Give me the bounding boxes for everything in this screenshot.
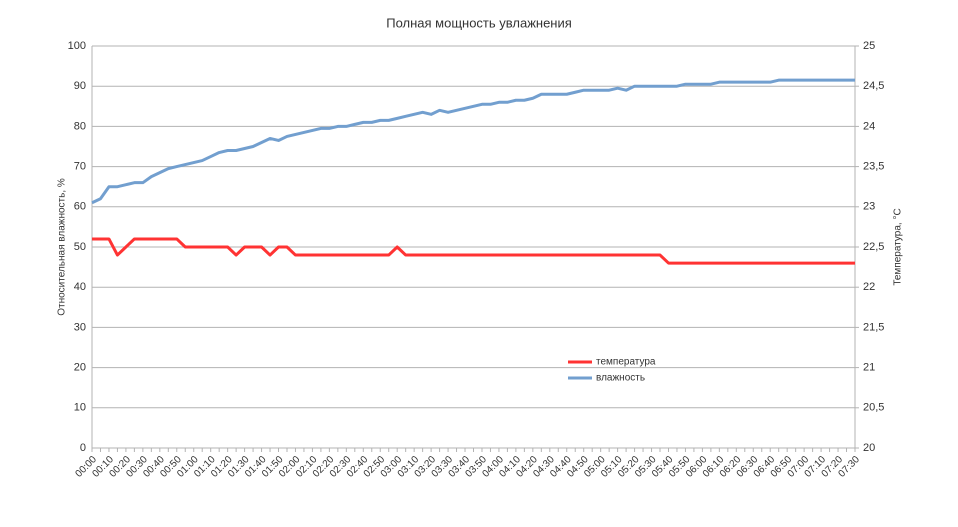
- y2-tick-label: 22,5: [863, 241, 884, 253]
- y2-tick-label: 25: [863, 40, 875, 52]
- y-tick-label: 10: [74, 402, 86, 414]
- y2-tick-label: 24,5: [863, 80, 884, 92]
- y-tick-label: 0: [80, 442, 86, 454]
- y-tick-label: 50: [74, 241, 86, 253]
- y-axis-label: Относительная влажность, %: [57, 178, 68, 316]
- y-tick-label: 100: [68, 40, 86, 52]
- y2-tick-label: 21: [863, 362, 875, 374]
- y2-tick-label: 20,5: [863, 402, 884, 414]
- y2-tick-label: 23,5: [863, 161, 884, 173]
- y-tick-label: 70: [74, 161, 86, 173]
- series-line: [91, 78, 855, 205]
- y2-tick-label: 21,5: [863, 321, 884, 333]
- y-tick-label: 80: [74, 120, 86, 132]
- y2-tick-label: 24: [863, 120, 875, 132]
- y2-tick-label: 23: [863, 201, 875, 213]
- legend-label: температура: [596, 357, 656, 368]
- y2-tick-label: 20: [863, 442, 875, 454]
- y-tick-label: 20: [74, 362, 86, 374]
- legend-label: влажность: [596, 373, 645, 384]
- y2-tick-label: 22: [863, 281, 875, 293]
- series-line: [92, 237, 855, 265]
- y-tick-label: 40: [74, 281, 86, 293]
- y-tick-label: 60: [74, 201, 86, 213]
- y2-axis-label: Температура, °С: [893, 208, 904, 285]
- chart-title: Полная мощность увлажнения: [386, 15, 572, 30]
- y-tick-label: 30: [74, 321, 86, 333]
- y-tick-label: 90: [74, 80, 86, 92]
